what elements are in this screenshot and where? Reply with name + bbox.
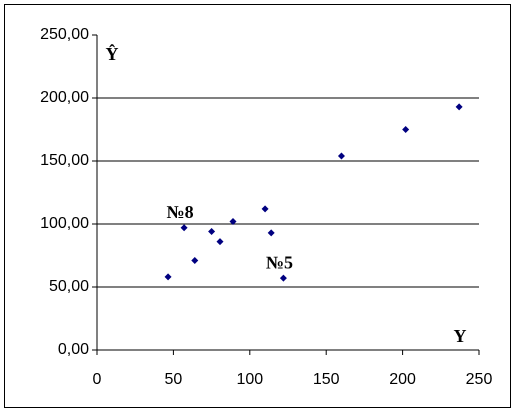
x-tick-label: 250 <box>466 371 493 388</box>
y-tick-label: 150,00 <box>40 152 89 169</box>
x-tick-label: 200 <box>389 371 416 388</box>
y-tick-label: 50,00 <box>49 278 89 295</box>
point <box>208 228 216 236</box>
y-tick-label: 100,00 <box>40 215 89 232</box>
x-tick-label: 150 <box>313 371 340 388</box>
x-tick-label: 50 <box>165 371 183 388</box>
y-tick-label: 200,00 <box>40 89 89 106</box>
annotation: №5 <box>266 252 293 272</box>
point <box>216 238 224 246</box>
point <box>164 273 172 281</box>
x-tick-label: 0 <box>93 371 102 388</box>
y-tick-label: 250,00 <box>40 26 89 43</box>
chart-border <box>4 4 511 408</box>
x-tick-label: 100 <box>236 371 263 388</box>
x-axis-label: Y <box>454 326 467 346</box>
point <box>180 224 188 232</box>
point <box>229 217 237 225</box>
point <box>279 274 287 282</box>
point <box>455 103 463 111</box>
y-axis-label: Ŷ <box>106 43 119 64</box>
y-tick-label: 0,00 <box>58 341 89 358</box>
point <box>337 152 345 160</box>
point <box>191 257 199 265</box>
annotation: №8 <box>167 202 194 222</box>
point <box>261 205 269 213</box>
point <box>402 126 410 133</box>
point <box>267 229 275 237</box>
